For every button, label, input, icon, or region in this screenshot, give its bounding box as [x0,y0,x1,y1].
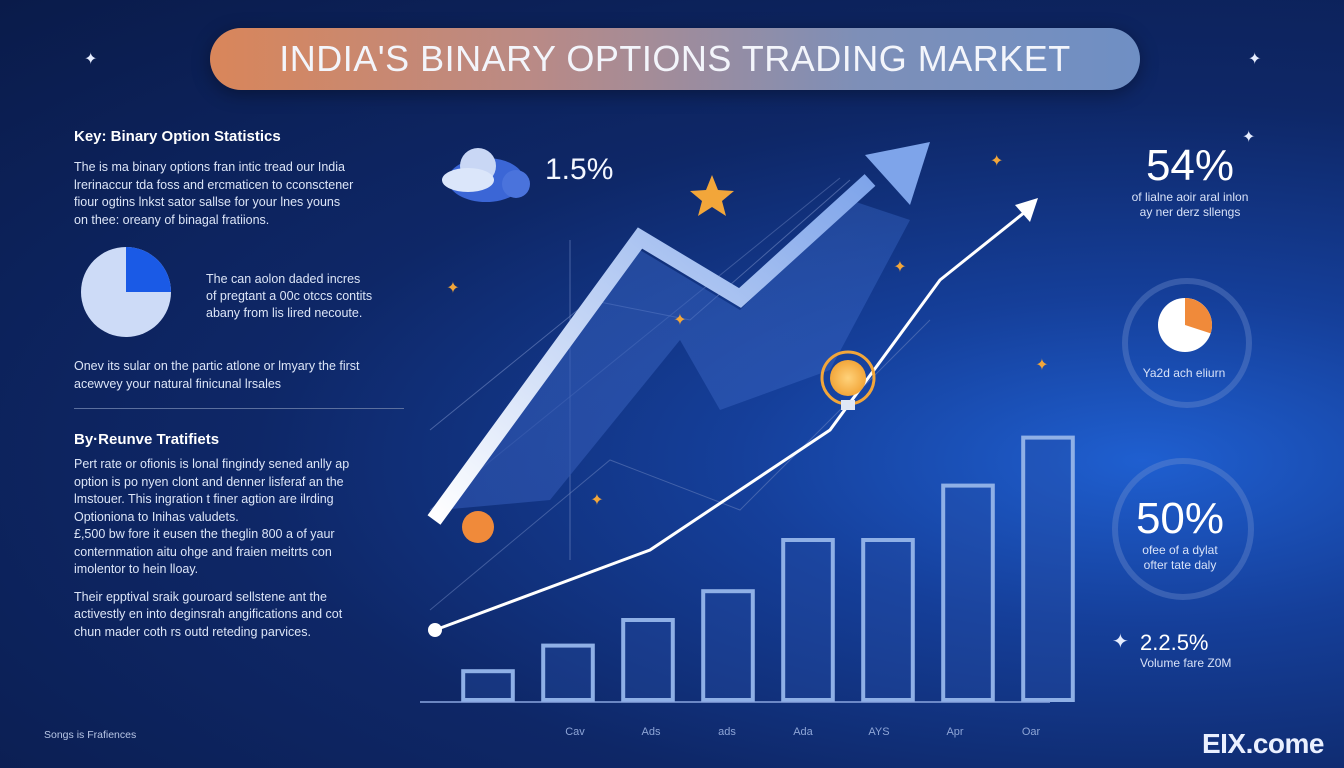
key-paragraph-line: fiour ogtins lnkst sator sallse for your… [74,195,341,209]
pie-caption-line: abany from lis lired necoute. [206,306,363,320]
revenue-line: option is po nyen clont and denner lisfe… [74,474,344,489]
stat-value: 2.2.5% [1140,630,1209,655]
revenue-line: £,500 bw fore it eusen the theglin 800 a… [74,527,335,541]
trend-line [428,198,1038,637]
key-paragraph-line: on thee: oreany of binagal fratiions. [74,212,270,227]
growth-band [427,142,930,525]
star-icon [690,175,734,216]
bar [941,483,995,702]
key-paragraph-line: The is ma binary options fran intic trea… [74,160,345,174]
x-tick-label: Apr [946,726,963,738]
sparkle-icon: ✦ [1035,355,1048,374]
growth-arrow-head [865,142,930,205]
stat-sub-line: ofee of a dylat [1142,543,1218,557]
chart-decorations: ✦ ✦ ✦ ✦ ✦ [446,175,1049,543]
pie-slice [126,247,171,292]
stat-50: 50% ofee of a dylat ofter tate daly [1110,495,1250,573]
donut-ring [1122,278,1252,408]
trend-line-path [434,206,1031,632]
sparkle-icon: ✦ [1112,631,1129,653]
donut-slice [1185,298,1212,334]
grid-line [429,319,931,611]
closing-line: activestly en into deginsrah angificatio… [74,607,343,621]
bar [1021,435,1075,702]
title-banner: INDIA'S BINARY OPTIONS TRADING MARKET [210,28,1140,90]
section-divider [74,408,404,409]
pie-caption-line: The can aolon daded incres [206,272,361,286]
key-paragraph-line: lrerinaccur tda foss and ercmaticen to c… [74,177,354,192]
x-tick-label: AYS [868,726,889,738]
sparkle-icon: ✦ [990,153,1004,170]
trend-start-point [428,623,442,637]
trend-arrow-head [1015,198,1038,222]
bar [621,618,675,702]
stat-sub-line: ofter tate daly [1143,558,1217,572]
sparkle-icon: ✦ [1248,51,1262,68]
sources-note: Songs is Frafiences [44,729,137,741]
bar [541,643,595,702]
growth-chart: Cav Ads ads Ada AYS Apr Oar ✦ ✦ ✦ ✦ ✦ [420,142,1075,738]
closing-line: Their epptival sraik gouroard sellstene … [74,589,327,604]
key-statistics-section: Key: Binary Option Statistics The is ma … [74,128,414,229]
sparkle-icon: ✦ [673,310,686,329]
lightbulb-icon [830,360,866,396]
pie-chart [81,247,171,337]
donut-caption: Ya2d ach eliurn [1142,366,1226,380]
bar [701,589,755,703]
sparkle-icon: ✦ [446,278,459,297]
x-tick-label: Oar [1022,726,1041,738]
stat-volume: 2.2.5% Volume fare Z0M [1140,630,1300,671]
revenue-line: imolentor to hein lloay. [74,562,199,576]
growth-arrow-shaft [427,174,876,525]
cloud-icon [442,148,530,202]
revenue-body: Pert rate or ofionis is lonal fingindy s… [74,456,404,641]
sparkle-icon: ✦ [590,490,603,509]
bar-series [420,435,1075,703]
stat-ring [1112,458,1254,600]
revenue-line: Optioniona to Inihas valudets. [74,509,239,524]
brand-logo: EIX.come [1201,728,1325,759]
tail-line: acewvey your natural finicunal lrsales [74,376,282,391]
tail-text: Onev its sular on the partic atlone or l… [74,358,414,393]
donut-chart [1158,298,1212,352]
stat-value: 50% [1135,494,1225,543]
pie-block: The can aolon daded incres of pregtant a… [74,245,414,345]
orange-circle [462,511,494,543]
page-title: INDIA'S BINARY OPTIONS TRADING MARKET [279,38,1071,79]
revenue-line: conternmation aitu ohge and fraien meitr… [74,544,332,559]
pie-caption: The can aolon daded incres of pregtant a… [206,271,372,322]
revenue-line: lmstouer. This ingration t finer agtion … [74,492,334,506]
x-tick-label: ads [718,726,736,738]
bar [861,538,915,702]
growth-band-fill [440,200,910,510]
x-tick-label: Ads [642,726,661,738]
sparkle-icon: ✦ [84,51,98,68]
stat-sub-line: of lialne aoir aral inlon [1131,190,1249,204]
pie-caption-line: of pregtant a 00c otccs contits [206,289,373,303]
stat-sub-line: ay ner derz sllengs [1139,205,1241,219]
revenue-heading: By·Reunve Tratifiets [74,431,220,448]
lightbulb-base [841,400,855,410]
bar [461,669,515,703]
closing-line: chun mader coth rs outd reteding parvice… [74,624,311,639]
bar [781,538,835,702]
key-heading: Key: Binary Option Statistics [74,128,281,145]
x-tick-label: Cav [565,726,585,738]
stat-value: 54% [1145,141,1235,190]
x-axis-labels: Cav Ads ads Ada AYS Apr Oar [565,726,1040,738]
x-tick-label: Ada [793,726,813,738]
tail-line: Onev its sular on the partic atlone or l… [74,359,360,373]
revenue-line: Pert rate or ofionis is lonal fingindy s… [74,457,350,471]
sparkle-icon: ✦ [893,257,906,276]
stat-54: 54% of lialne aoir aral inlon ay ner der… [1100,142,1280,220]
sparkle-icon: ✦ [1242,129,1256,146]
stat-sub-line: Volume fare Z0M [1140,656,1232,670]
growth-callout: 1.5% [545,153,614,186]
